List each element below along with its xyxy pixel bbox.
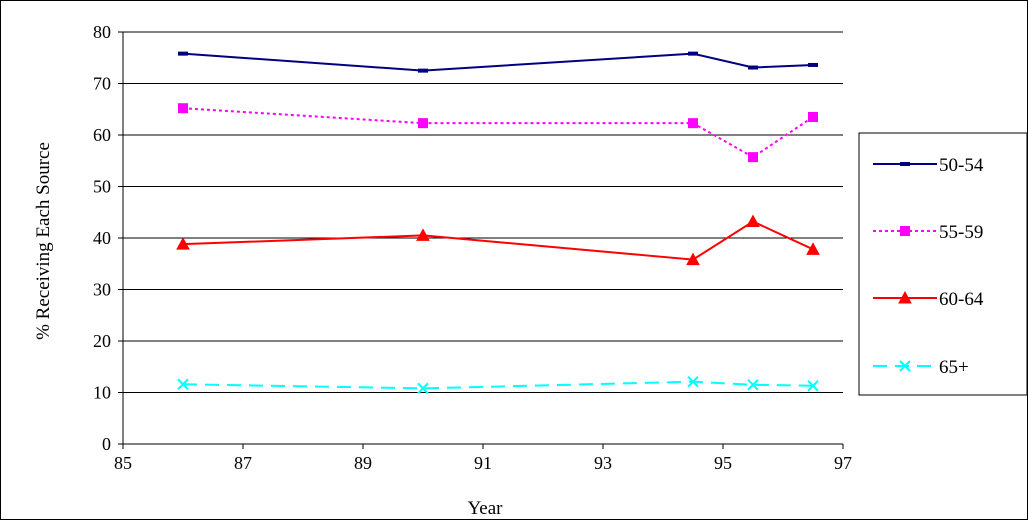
x-tick-label-85: 85: [114, 453, 132, 473]
y-tick-label-20: 20: [93, 331, 111, 351]
legend-entry-60-64: 60-64: [873, 289, 984, 310]
x-tick-label-87: 87: [234, 453, 252, 473]
data-point-55-59-2: [688, 118, 698, 129]
data-point-55-59-1: [418, 118, 428, 129]
series-55-59: [178, 103, 818, 163]
legend-entry-50-54: 50-54: [873, 155, 984, 176]
data-point-60-64-1: [416, 228, 430, 241]
legend-label-55-59: 55-59: [939, 222, 983, 243]
x-axis-title: Year: [467, 498, 503, 519]
x-tick-label-93: 93: [594, 453, 612, 473]
data-point-65+-1: [417, 382, 429, 395]
data-point-60-64-0: [176, 237, 190, 250]
y-axis-title: % Receiving Each Source: [33, 142, 54, 340]
x-tick-label-91: 91: [474, 453, 492, 473]
legend-label-65+: 65+: [939, 357, 969, 378]
data-point-60-64-3: [746, 214, 760, 228]
x-tick-label-95: 95: [714, 453, 732, 473]
legend: 50-54 55-59 60-64 65+: [858, 132, 1028, 396]
legend-label-60-64: 60-64: [939, 289, 984, 310]
data-point-60-64-2: [686, 252, 700, 266]
data-point-55-59-3: [748, 152, 758, 163]
legend-marker-65+: [899, 360, 911, 372]
x-tick-label-97: 97: [834, 453, 852, 473]
data-point-65+-4: [807, 380, 819, 392]
series-line-55-59: [182, 107, 814, 159]
y-tick-label-30: 30: [93, 280, 111, 300]
y-tick-label-50: 50: [93, 177, 111, 197]
data-point-65+-3: [747, 379, 759, 391]
legend-entry-55-59: 55-59: [873, 222, 983, 243]
y-tick-label-70: 70: [93, 74, 111, 94]
axes: [118, 31, 844, 449]
legend-marker-55-59: [900, 226, 910, 236]
y-tick-label-80: 80: [93, 22, 111, 42]
x-tick-label-89: 89: [354, 453, 372, 473]
gridlines: [123, 31, 843, 393]
data-point-55-59-0: [178, 103, 188, 114]
legend-box: [858, 132, 1028, 396]
legend-entry-65+: 65+: [873, 357, 969, 378]
series-line-50-54: [182, 52, 814, 72]
series-lines: [176, 51, 820, 395]
y-tick-label-40: 40: [93, 228, 111, 248]
data-point-65+-2: [687, 375, 699, 388]
series-60-64: [176, 214, 820, 266]
series-50-54: [178, 51, 818, 73]
y-tick-label-0: 0: [102, 434, 111, 454]
y-tick-label-10: 10: [93, 383, 111, 403]
series-65+: [177, 375, 819, 395]
series-line-65+: [182, 380, 814, 390]
legend-marker-60-64: [898, 290, 912, 304]
y-tick-label-60: 60: [93, 125, 111, 145]
tick-labels: 0 10 20 30 40 50 60 70 80 85 87 89 91 93 95 97: [93, 22, 852, 473]
series-line-60-64: [182, 220, 814, 261]
legend-label-50-54: 50-54: [939, 155, 984, 176]
data-point-60-64-4: [806, 242, 820, 255]
data-point-55-59-4: [808, 111, 818, 122]
data-point-65+-0: [177, 378, 189, 390]
